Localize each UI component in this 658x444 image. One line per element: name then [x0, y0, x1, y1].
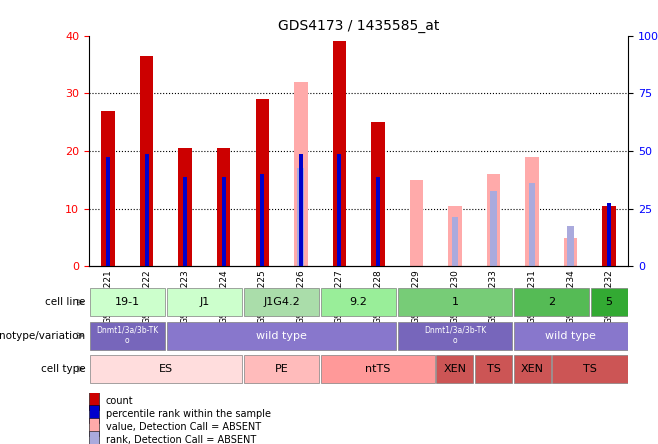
Bar	[371, 122, 385, 266]
Text: PE: PE	[274, 364, 288, 374]
Bar	[166, 289, 242, 316]
Bar	[513, 355, 551, 383]
Bar	[89, 418, 99, 436]
Bar	[410, 180, 423, 266]
Bar	[255, 99, 269, 266]
Bar	[297, 168, 304, 266]
Bar	[564, 238, 577, 266]
Bar	[321, 355, 435, 383]
Text: 19-1: 19-1	[114, 297, 140, 307]
Bar	[178, 148, 192, 266]
Bar	[607, 203, 611, 266]
Text: Dnmt1/3a/3b-TK
o: Dnmt1/3a/3b-TK o	[424, 326, 486, 345]
Text: 9.2: 9.2	[349, 297, 368, 307]
Bar	[525, 157, 539, 266]
Text: count: count	[106, 396, 134, 406]
Bar	[243, 289, 319, 316]
Bar	[591, 289, 628, 316]
Text: 5: 5	[605, 297, 613, 307]
Text: cell type: cell type	[41, 364, 86, 374]
Text: wild type: wild type	[545, 331, 596, 341]
Text: ES: ES	[159, 364, 173, 374]
Text: TS: TS	[583, 364, 597, 374]
Bar	[89, 431, 99, 444]
Title: GDS4173 / 1435585_at: GDS4173 / 1435585_at	[278, 19, 440, 33]
Text: XEN: XEN	[443, 364, 467, 374]
Bar	[89, 322, 165, 349]
Bar	[89, 392, 99, 410]
Bar	[513, 322, 628, 349]
Text: ntTS: ntTS	[365, 364, 391, 374]
Text: J1G4.2: J1G4.2	[263, 297, 300, 307]
Text: value, Detection Call = ABSENT: value, Detection Call = ABSENT	[106, 422, 261, 432]
Bar	[338, 154, 342, 266]
Text: J1: J1	[199, 297, 210, 307]
Text: 1: 1	[451, 297, 459, 307]
Bar	[166, 322, 396, 349]
Text: 2: 2	[547, 297, 555, 307]
Bar	[184, 177, 187, 266]
Bar	[89, 405, 99, 423]
Text: TS: TS	[486, 364, 501, 374]
Bar	[222, 177, 226, 266]
Bar	[243, 355, 319, 383]
Bar	[448, 206, 462, 266]
Text: rank, Detection Call = ABSENT: rank, Detection Call = ABSENT	[106, 435, 256, 444]
Bar	[398, 322, 512, 349]
Bar	[451, 218, 459, 266]
Bar	[513, 289, 589, 316]
Bar	[567, 226, 574, 266]
Bar	[602, 206, 616, 266]
Bar	[528, 183, 536, 266]
Bar	[217, 148, 230, 266]
Bar	[299, 154, 303, 266]
Bar	[436, 355, 474, 383]
Bar	[475, 355, 512, 383]
Bar	[398, 289, 512, 316]
Text: Dnmt1/3a/3b-TK
o: Dnmt1/3a/3b-TK o	[96, 326, 159, 345]
Bar	[332, 41, 346, 266]
Bar	[490, 191, 497, 266]
Text: percentile rank within the sample: percentile rank within the sample	[106, 409, 271, 419]
Bar	[261, 174, 264, 266]
Bar	[487, 174, 500, 266]
Bar	[321, 289, 396, 316]
Bar	[140, 56, 153, 266]
Text: cell line: cell line	[45, 297, 86, 307]
Bar	[106, 157, 110, 266]
Bar	[294, 82, 307, 266]
Bar	[145, 154, 149, 266]
Bar	[376, 177, 380, 266]
Text: XEN: XEN	[520, 364, 544, 374]
Text: genotype/variation: genotype/variation	[0, 331, 86, 341]
Bar	[89, 289, 165, 316]
Bar	[101, 111, 115, 266]
Bar	[552, 355, 628, 383]
Text: wild type: wild type	[256, 331, 307, 341]
Bar	[89, 355, 242, 383]
